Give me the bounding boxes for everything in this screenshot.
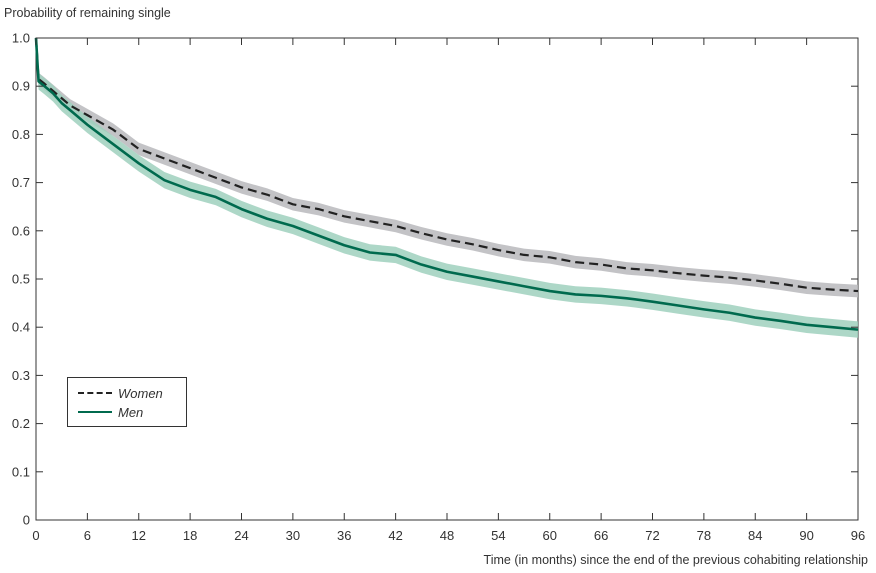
legend-swatch-women [78,392,112,394]
y-tick-label: 0.6 [12,223,30,238]
x-tick-label: 96 [851,528,865,543]
series-line-men [34,37,859,331]
confidence-bands [36,38,858,338]
series-line-women [34,37,859,293]
y-tick-label: 1.0 [12,31,30,46]
y-axis-label: Probability of remaining single [4,6,171,20]
x-tick-label: 72 [645,528,659,543]
y-tick-label: 0.9 [12,79,30,94]
y-tick-label: 0.2 [12,416,30,431]
y-tick-label: 0.5 [12,272,30,287]
x-tick-label: 78 [697,528,711,543]
x-tick-label: 54 [491,528,505,543]
y-tick-label: 0.8 [12,127,30,142]
series-lines [34,37,859,331]
x-axis-ticks: 0 6 12 18 24 30 36 42 48 54 60 66 72 78 84 90 96 [32,38,865,543]
x-tick-label: 42 [388,528,402,543]
x-tick-label: 36 [337,528,351,543]
x-tick-label: 30 [286,528,300,543]
y-tick-label: 0.3 [12,368,30,383]
ci-band-men [36,38,858,338]
y-tick-label: 0.4 [12,320,30,335]
x-axis-label: Time (in months) since the end of the pr… [483,553,868,567]
x-tick-label: 84 [748,528,762,543]
x-tick-label: 66 [594,528,608,543]
x-tick-label: 18 [183,528,197,543]
x-tick-label: 90 [799,528,813,543]
ci-band-women [36,38,858,298]
x-tick-label: 24 [234,528,248,543]
x-tick-label: 0 [32,528,39,543]
legend-label-women: Women [118,385,163,401]
y-tick-label: 0.7 [12,175,30,190]
legend-item-women: Women [78,384,163,402]
x-tick-label: 12 [132,528,146,543]
y-axis-ticks: 0 0.1 0.2 0.3 0.4 0.5 0.6 0.7 0.8 0.9 1.0 [12,31,858,528]
legend: Women Men [67,377,187,427]
y-tick-label: 0.1 [12,464,30,479]
legend-item-men: Men [78,403,143,421]
legend-swatch-men [78,411,112,413]
x-tick-label: 60 [543,528,557,543]
y-tick-label: 0 [23,513,30,528]
x-tick-label: 48 [440,528,454,543]
x-tick-label: 6 [84,528,91,543]
legend-label-men: Men [118,404,144,420]
